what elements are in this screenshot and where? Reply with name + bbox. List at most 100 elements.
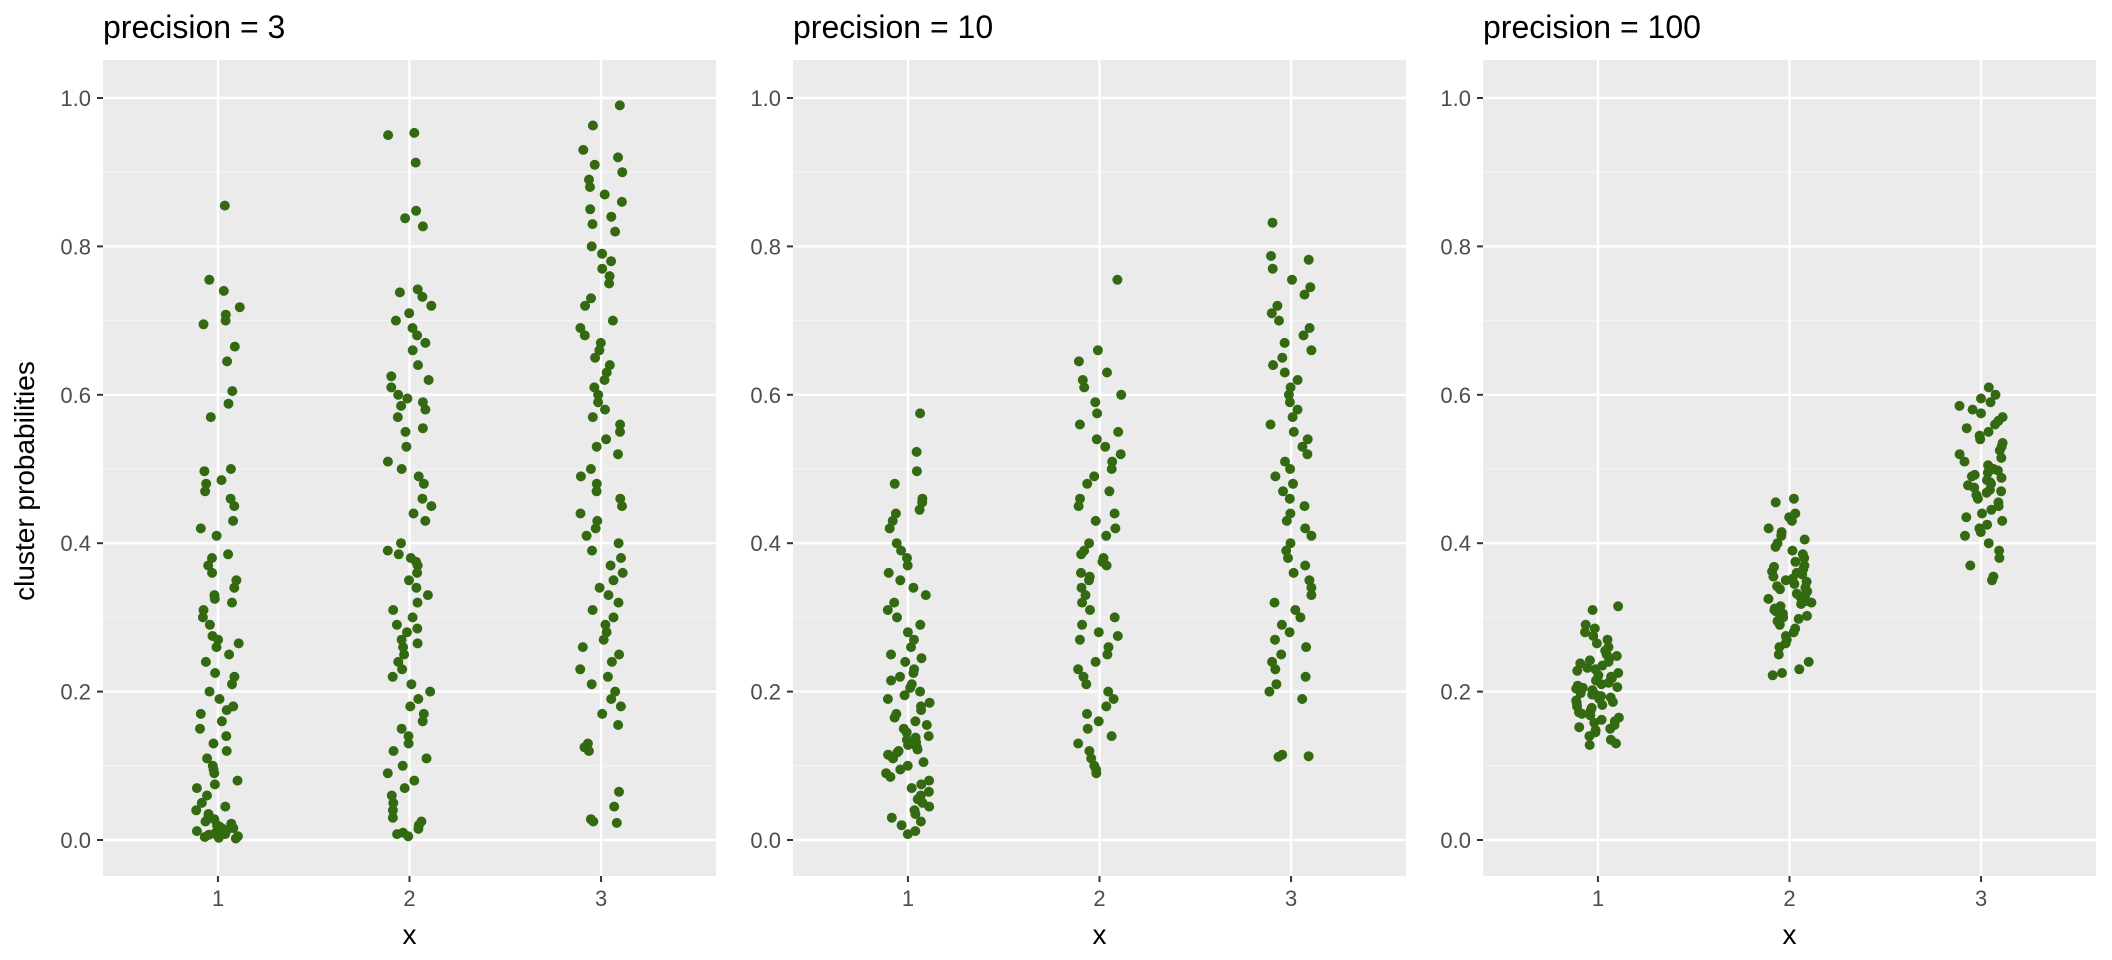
data-point xyxy=(1089,471,1100,482)
data-point xyxy=(1976,393,1986,404)
data-point xyxy=(1611,738,1621,749)
data-point xyxy=(610,686,621,697)
data-point xyxy=(403,731,414,742)
data-point xyxy=(891,538,902,549)
data-point xyxy=(1100,441,1111,452)
x-axis-title: x xyxy=(403,919,417,950)
data-point xyxy=(392,829,403,840)
data-point xyxy=(230,833,241,844)
data-point xyxy=(417,291,428,302)
data-point xyxy=(1269,597,1280,608)
data-point xyxy=(591,441,602,452)
data-point xyxy=(606,694,617,704)
data-point xyxy=(882,605,893,615)
data-point xyxy=(614,100,625,111)
data-point xyxy=(895,575,906,586)
data-point xyxy=(1082,723,1093,734)
data-point xyxy=(1284,493,1295,504)
data-point xyxy=(413,471,424,482)
data-point xyxy=(589,382,600,393)
data-point xyxy=(1589,623,1600,634)
data-point xyxy=(1597,700,1608,710)
data-point xyxy=(598,634,609,645)
data-point xyxy=(603,590,614,601)
data-point xyxy=(1107,456,1118,467)
data-point xyxy=(1299,289,1310,300)
data-point xyxy=(1983,538,1994,549)
data-point xyxy=(609,801,620,812)
data-point xyxy=(202,790,212,801)
data-point xyxy=(617,501,627,512)
data-point xyxy=(1276,649,1287,660)
data-point xyxy=(412,638,423,649)
data-point xyxy=(386,790,397,801)
data-point xyxy=(920,590,931,601)
data-point xyxy=(602,671,613,682)
data-point xyxy=(1290,605,1301,615)
data-point xyxy=(1987,575,1997,586)
data-point xyxy=(1994,553,2005,563)
data-point xyxy=(918,757,929,768)
data-point xyxy=(1298,330,1309,341)
data-point xyxy=(1092,408,1103,419)
data-point xyxy=(1780,575,1791,586)
data-point xyxy=(916,705,927,716)
data-point xyxy=(388,746,399,756)
data-point xyxy=(902,760,913,771)
data-point xyxy=(405,701,416,712)
x-tick-label: 3 xyxy=(595,886,607,911)
y-tick-label: 0.8 xyxy=(750,234,781,259)
data-point xyxy=(1591,638,1602,649)
data-point xyxy=(426,501,437,512)
data-point xyxy=(594,582,605,593)
data-point xyxy=(224,649,235,660)
data-point xyxy=(889,712,900,723)
data-point xyxy=(1584,731,1595,742)
data-point xyxy=(1301,642,1312,653)
data-point xyxy=(902,553,912,563)
data-point xyxy=(418,708,429,719)
data-point xyxy=(1113,426,1124,437)
data-point xyxy=(1982,519,1993,530)
data-point xyxy=(412,284,423,295)
data-point xyxy=(210,668,221,678)
data-point xyxy=(1084,575,1094,586)
data-point xyxy=(423,375,434,385)
data-point xyxy=(222,356,233,367)
data-point xyxy=(1777,668,1787,678)
data-point xyxy=(1101,701,1112,712)
data-point xyxy=(411,205,422,216)
data-point xyxy=(1073,356,1084,367)
data-point xyxy=(420,515,431,526)
data-point xyxy=(1972,493,1983,504)
data-point xyxy=(906,783,917,794)
y-tick-label: 0.4 xyxy=(60,531,91,556)
data-point xyxy=(392,412,403,423)
data-point xyxy=(1774,619,1785,630)
data-point xyxy=(924,801,935,812)
data-point xyxy=(597,263,608,274)
data-point xyxy=(393,389,404,400)
data-point xyxy=(915,619,926,630)
data-point xyxy=(889,597,900,608)
data-point xyxy=(887,515,898,526)
data-point xyxy=(1270,471,1281,482)
data-point xyxy=(391,619,402,630)
data-point xyxy=(1091,434,1102,445)
data-point xyxy=(615,701,626,712)
data-point xyxy=(1076,549,1087,560)
data-point xyxy=(1302,449,1313,460)
panel-title: precision = 10 xyxy=(793,9,993,45)
x-axis-title: x xyxy=(1093,919,1107,950)
data-point xyxy=(1284,397,1295,408)
points xyxy=(191,100,628,844)
y-tick-label: 0.8 xyxy=(1440,234,1471,259)
y-tick-label: 1.0 xyxy=(60,86,91,111)
data-point xyxy=(1285,538,1296,549)
data-point xyxy=(1102,367,1112,378)
data-point xyxy=(882,694,893,704)
data-point xyxy=(1961,423,1972,434)
y-tick-label: 0.4 xyxy=(1440,531,1471,556)
data-point xyxy=(1271,679,1282,690)
